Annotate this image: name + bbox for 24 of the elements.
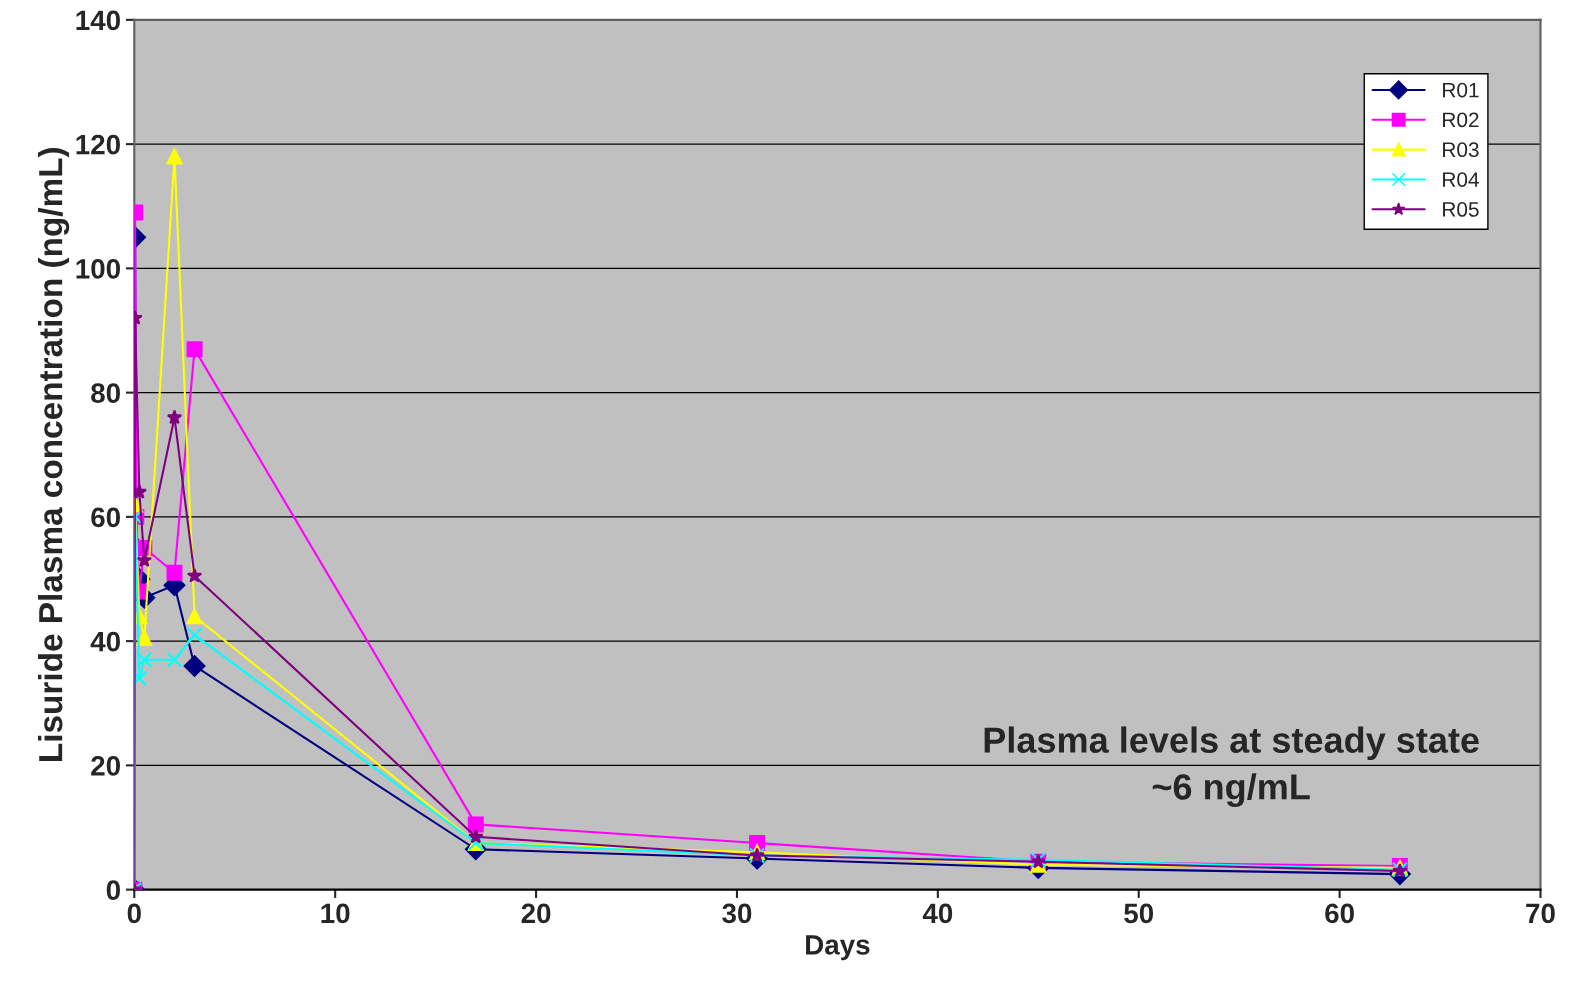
y-tick-label: 80 (91, 383, 120, 403)
x-tick-label: 30 (722, 903, 752, 924)
y-tick-label: 100 (76, 259, 120, 279)
legend-label: R04 (1443, 172, 1479, 187)
y-tick-label: 60 (91, 507, 120, 528)
y-axis-title: Lisuride Plasma concentration (ng/mL) (37, 148, 70, 761)
x-tick-label: 40 (922, 903, 953, 924)
legend-label: R01 (1443, 82, 1479, 98)
x-tick-label: 10 (321, 903, 350, 924)
legend-label: R03 (1443, 142, 1479, 158)
y-tick-label: 140 (76, 10, 120, 31)
x-tick-label: 70 (1526, 903, 1555, 924)
x-tick-label: 60 (1325, 903, 1354, 924)
y-tick-label: 120 (76, 134, 120, 155)
annotation: Plasma levels at steady state ~6 ng/mL (984, 726, 1479, 807)
x-tick-label: 20 (521, 903, 551, 924)
x-tick-label: 0 (127, 903, 141, 924)
y-tick-label: 40 (90, 631, 120, 652)
y-tick-label: 0 (106, 880, 120, 900)
legend-label: R02 (1443, 112, 1479, 128)
x-tick-label: 50 (1124, 903, 1154, 924)
x-axis-title: Days (806, 935, 870, 961)
legend-label: R05 (1443, 202, 1479, 217)
y-tick-label: 20 (91, 756, 120, 776)
